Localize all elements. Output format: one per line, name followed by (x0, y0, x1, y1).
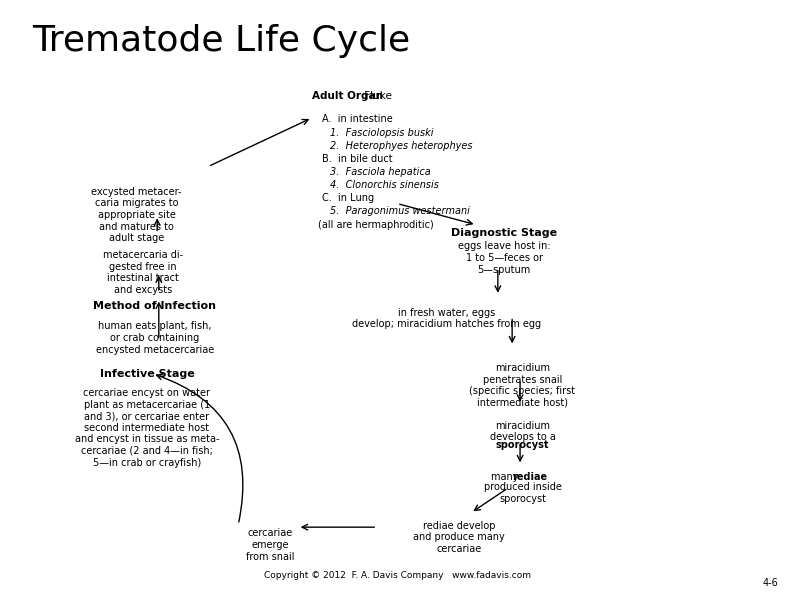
Text: sporocyst: sporocyst (495, 440, 549, 450)
Text: 2.  Heterophyes heterophyes: 2. Heterophyes heterophyes (330, 141, 472, 151)
Text: Infective Stage: Infective Stage (99, 369, 195, 379)
Text: Copyright © 2012  F. A. Davis Company   www.fadavis.com: Copyright © 2012 F. A. Davis Company www… (264, 571, 530, 580)
Text: 5—sputum: 5—sputum (477, 265, 531, 275)
Text: rediae develop
and produce many
cercariae: rediae develop and produce many cercaria… (413, 521, 505, 554)
Text: cercariae encyst on water
plant as metacercariae (1
and 3), or cercariae enter
s: cercariae encyst on water plant as metac… (75, 388, 219, 468)
Text: cercariae
emerge
from snail: cercariae emerge from snail (245, 528, 295, 562)
Text: human eats plant, fish,
or crab containing
encysted metacercariae: human eats plant, fish, or crab containi… (96, 321, 214, 355)
Text: Trematode Life Cycle: Trematode Life Cycle (32, 24, 410, 58)
Text: 4.  Clonorchis sinensis: 4. Clonorchis sinensis (330, 180, 438, 190)
Text: excysted metacer-
caria migrates to
appropriate site
and matures to
adult stage: excysted metacer- caria migrates to appr… (91, 187, 182, 243)
Text: metacercaria di-
gested free in
intestinal tract
and excysts: metacercaria di- gested free in intestin… (103, 250, 183, 295)
Text: miracidium
penetrates snail
(specific species; first
intermediate host): miracidium penetrates snail (specific sp… (469, 363, 576, 408)
Text: 3.  Fasciola hepatica: 3. Fasciola hepatica (330, 167, 430, 177)
Text: 1 to 5—feces or: 1 to 5—feces or (466, 253, 542, 263)
Text: B.  in bile duct: B. in bile duct (322, 154, 392, 164)
Text: eggs leave host in:: eggs leave host in: (458, 241, 550, 251)
Text: miracidium
develops to a: miracidium develops to a (490, 421, 555, 442)
Text: Fluke: Fluke (361, 91, 392, 101)
Text: (all are hermaphroditic): (all are hermaphroditic) (318, 220, 434, 230)
Text: Adult Organ: Adult Organ (312, 91, 383, 101)
Text: many: many (491, 472, 522, 482)
Text: Diagnostic Stage: Diagnostic Stage (451, 228, 557, 238)
Text: in fresh water, eggs
develop; miracidium hatches from egg: in fresh water, eggs develop; miracidium… (352, 308, 541, 329)
Text: produced inside
sporocyst: produced inside sporocyst (484, 482, 561, 503)
Text: Method of Infection: Method of Infection (94, 301, 216, 311)
Text: A.  in intestine: A. in intestine (322, 114, 392, 124)
Text: 4-6: 4-6 (762, 578, 778, 588)
Text: rediae: rediae (512, 472, 547, 482)
Text: 1.  Fasciolopsis buski: 1. Fasciolopsis buski (330, 128, 433, 138)
Text: C.  in Lung: C. in Lung (322, 193, 374, 203)
Text: 5.  Paragonimus westermani: 5. Paragonimus westermani (330, 206, 469, 217)
